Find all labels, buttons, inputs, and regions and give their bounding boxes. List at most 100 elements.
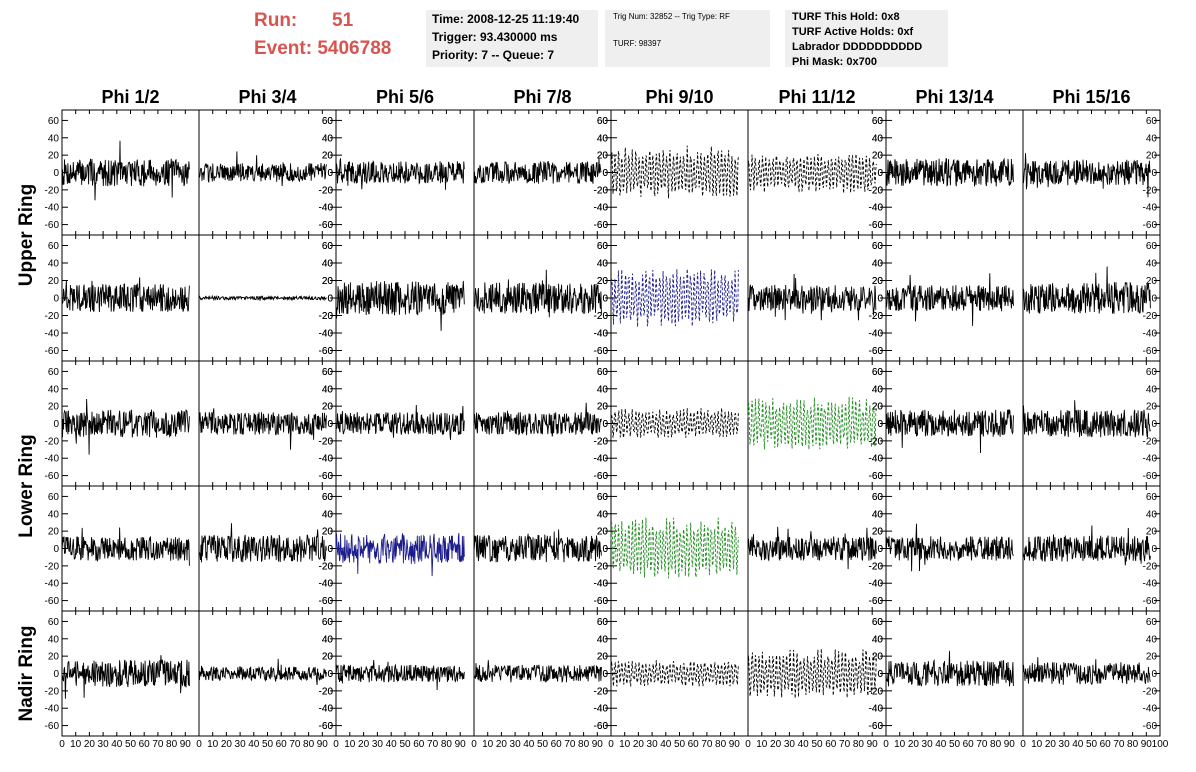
y-tick-label: -20 bbox=[319, 686, 334, 697]
y-tick-label: 20 bbox=[48, 527, 60, 538]
y-tick-label: 0 bbox=[1151, 544, 1157, 555]
waveform-panel: -60 -40 -20 0 20 40 60 bbox=[473, 485, 612, 612]
y-tick-label: 0 bbox=[877, 669, 883, 680]
y-tick-label: -60 bbox=[1143, 346, 1158, 357]
y-tick-label: 20 bbox=[322, 276, 334, 287]
y-tick-label: -40 bbox=[594, 704, 609, 715]
y-tick-label: -20 bbox=[319, 561, 334, 572]
y-tick-label: -40 bbox=[594, 579, 609, 590]
y-tick-label: -40 bbox=[319, 203, 334, 214]
waveform-trace bbox=[473, 269, 602, 318]
x-tick-label: 60 bbox=[413, 739, 425, 750]
waveform-trace bbox=[198, 408, 327, 450]
y-tick-label: 20 bbox=[1146, 402, 1158, 413]
x-tick-label: 0 bbox=[59, 739, 65, 750]
waveform-trace bbox=[1022, 266, 1151, 314]
waveform-panel: -60 -40 -20 0 20 40 60 bbox=[319, 109, 475, 236]
y-tick-label: -20 bbox=[319, 436, 334, 447]
waveform-trace bbox=[747, 396, 877, 450]
y-tick-label: -20 bbox=[1143, 436, 1158, 447]
waveform-trace bbox=[1022, 657, 1151, 685]
y-tick-label: 0 bbox=[602, 294, 608, 305]
y-tick-label: 60 bbox=[597, 116, 609, 127]
y-tick-label: -40 bbox=[869, 203, 884, 214]
panel-frame bbox=[747, 234, 887, 362]
y-tick-label: 0 bbox=[877, 294, 883, 305]
y-tick-label: 20 bbox=[872, 527, 884, 538]
y-tick-label: 20 bbox=[872, 652, 884, 663]
y-tick-label: 60 bbox=[872, 241, 884, 252]
x-tick-label: 0 bbox=[608, 739, 614, 750]
y-tick-label: -40 bbox=[1143, 454, 1158, 465]
event-number: 5406788 bbox=[317, 38, 392, 59]
y-tick-label: 60 bbox=[48, 116, 60, 127]
y-tick-label: -20 bbox=[869, 686, 884, 697]
x-tick-label: 20 bbox=[358, 739, 370, 750]
y-tick-label: 60 bbox=[597, 492, 609, 503]
y-tick-label: -20 bbox=[45, 436, 60, 447]
y-tick-label: -20 bbox=[594, 686, 609, 697]
y-tick-label: -40 bbox=[45, 329, 60, 340]
y-tick-label: 0 bbox=[327, 544, 333, 555]
waveform-trace bbox=[885, 523, 1014, 572]
y-tick-label: -60 bbox=[319, 596, 334, 607]
y-tick-label: 40 bbox=[597, 509, 609, 520]
y-tick-label: -40 bbox=[319, 329, 334, 340]
y-tick-label: 0 bbox=[1151, 168, 1157, 179]
waveform-trace bbox=[335, 533, 465, 577]
x-tick-label: 60 bbox=[276, 739, 288, 750]
y-tick-label: -60 bbox=[869, 596, 884, 607]
waveform-panel: -60 -40 -20 0 20 40 60 bbox=[869, 234, 1024, 362]
waveform-panel: -60 -40 -20 0 20 40 60 bbox=[594, 109, 749, 236]
y-tick-label: 40 bbox=[597, 133, 609, 144]
x-tick-label: 40 bbox=[523, 739, 535, 750]
y-tick-label: 20 bbox=[1146, 151, 1158, 162]
y-tick-label: -20 bbox=[319, 311, 334, 322]
waveform-panel: -60 -40 -20 0 20 40 60 bbox=[594, 360, 749, 487]
y-tick-label: -20 bbox=[319, 686, 334, 697]
y-tick-label: -60 bbox=[869, 346, 884, 357]
y-tick-label: 20 bbox=[597, 151, 609, 162]
x-tick-label: 90 bbox=[455, 739, 467, 750]
y-tick-label: -60 bbox=[45, 721, 60, 732]
waveform-panel: -60 -40 -20 0 20 40 60 bbox=[473, 360, 612, 487]
y-tick-label: 40 bbox=[872, 133, 884, 144]
y-tick-label: 0 bbox=[602, 168, 608, 179]
waveform-panel: -60 -40 -20 0 20 40 60 bbox=[45, 109, 200, 236]
y-tick-label: -40 bbox=[869, 579, 884, 590]
y-tick-label: -40 bbox=[594, 454, 609, 465]
y-tick-label: -60 bbox=[594, 471, 609, 482]
y-tick-label: -20 bbox=[594, 561, 609, 572]
y-tick-label: -20 bbox=[869, 561, 884, 572]
y-tick-label: 20 bbox=[322, 527, 334, 538]
waveform-panel: -60 -40 -20 0 20 40 60 bbox=[594, 485, 749, 612]
y-tick-label: -40 bbox=[45, 454, 60, 465]
x-tick-label: 50 bbox=[674, 739, 686, 750]
y-tick-label: 60 bbox=[597, 116, 609, 127]
y-tick-label: -60 bbox=[594, 220, 609, 231]
y-tick-label: -40 bbox=[869, 704, 884, 715]
y-tick-label: 20 bbox=[597, 402, 609, 413]
x-tick-label: 90 bbox=[1004, 739, 1016, 750]
x-tick-label: 30 bbox=[922, 739, 934, 750]
labrador-text: Labrador DDDDDDDDDD bbox=[792, 41, 923, 53]
y-tick-label: 40 bbox=[1146, 133, 1158, 144]
x-tick-label: 70 bbox=[839, 739, 851, 750]
y-tick-label: 40 bbox=[872, 259, 884, 270]
y-tick-label: -60 bbox=[594, 721, 609, 732]
y-tick-label: -20 bbox=[594, 686, 609, 697]
x-tick-label: 70 bbox=[427, 739, 439, 750]
waveform-panel: -60 -40 -20 0 20 40 60 bbox=[747, 360, 887, 487]
waveform-panel: -60 -40 -20 0 20 40 60 bbox=[45, 360, 200, 487]
y-tick-label: -60 bbox=[1143, 220, 1158, 231]
y-tick-label: 40 bbox=[322, 509, 334, 520]
x-tick-label: 80 bbox=[578, 739, 590, 750]
y-tick-label: 40 bbox=[872, 509, 884, 520]
y-tick-label: -60 bbox=[594, 596, 609, 607]
y-tick-label: 60 bbox=[872, 367, 884, 378]
y-tick-label: -20 bbox=[319, 185, 334, 196]
waveform-panel: -60 -40 -20 0 20 40 60 bbox=[869, 360, 1024, 487]
event-label-text: Event: bbox=[254, 38, 313, 59]
